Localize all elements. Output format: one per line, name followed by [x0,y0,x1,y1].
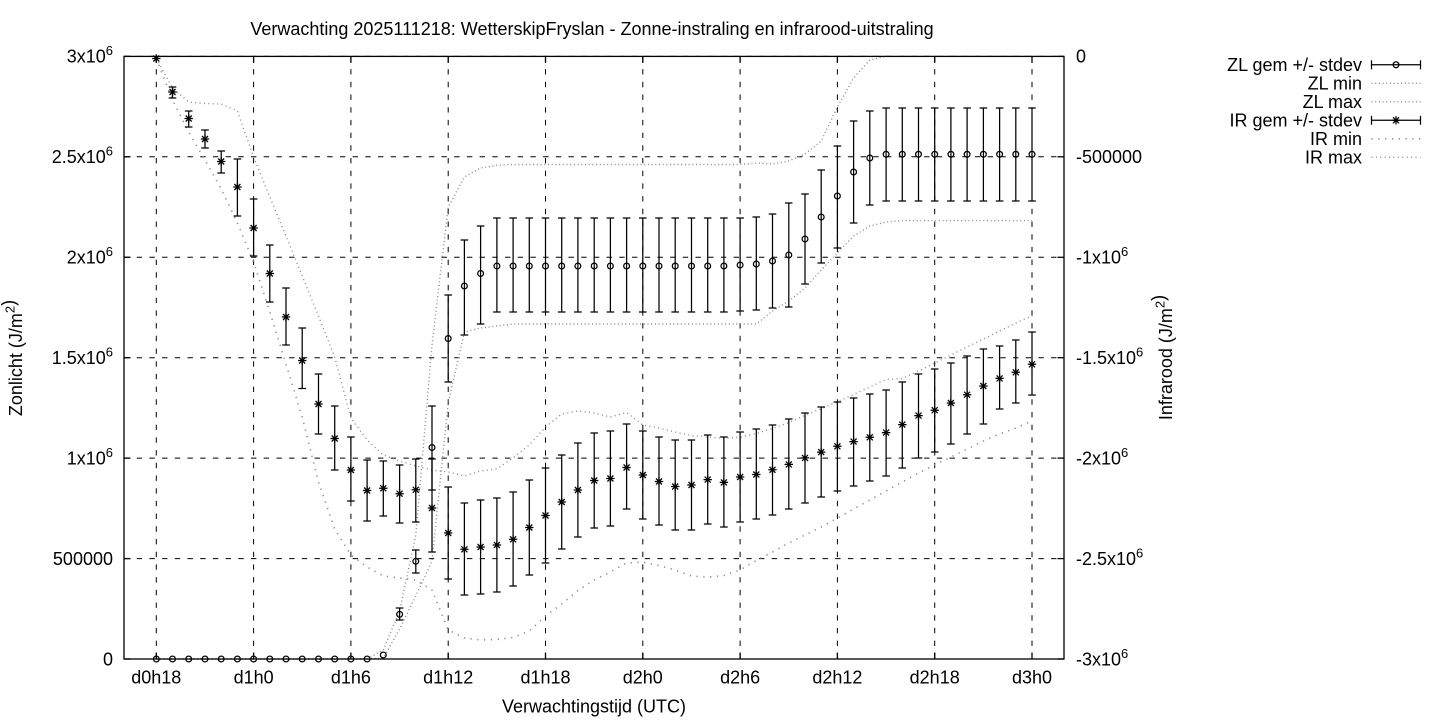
svg-text:d2h6: d2h6 [720,668,760,688]
svg-text:2x106: 2x106 [67,244,113,268]
svg-text:d2h0: d2h0 [623,668,663,688]
svg-text:-2x106: -2x106 [1076,445,1128,469]
svg-text:2.5x106: 2.5x106 [52,144,113,168]
svg-text:-3x106: -3x106 [1076,646,1128,670]
svg-text:-500000: -500000 [1076,147,1142,167]
svg-text:d2h18: d2h18 [910,668,960,688]
svg-text:0: 0 [1076,47,1086,67]
svg-text:d3h0: d3h0 [1012,668,1052,688]
svg-text:Verwachting 2025111218: Wetter: Verwachting 2025111218: WetterskipFrysla… [250,19,933,39]
svg-text:3x106: 3x106 [67,43,113,66]
svg-text:-1.5x106: -1.5x106 [1076,345,1143,369]
svg-text:0: 0 [103,649,113,669]
svg-text:d0h18: d0h18 [131,668,181,688]
svg-text:d1h18: d1h18 [520,668,570,688]
svg-text:ZL max: ZL max [1303,92,1362,112]
svg-text:ZL gem +/- stdev: ZL gem +/- stdev [1227,55,1362,75]
svg-text:IR min: IR min [1310,129,1362,149]
svg-text:500000: 500000 [53,549,113,569]
svg-text:d1h0: d1h0 [234,668,274,688]
svg-text:d2h12: d2h12 [812,668,862,688]
svg-text:ZL min: ZL min [1308,74,1362,94]
svg-text:d1h12: d1h12 [423,668,473,688]
svg-text:1x106: 1x106 [67,445,113,469]
svg-text:-2.5x106: -2.5x106 [1076,545,1143,569]
svg-text:Verwachtingstijd (UTC): Verwachtingstijd (UTC) [502,697,686,717]
svg-text:IR gem +/- stdev: IR gem +/- stdev [1229,111,1362,131]
svg-text:d1h6: d1h6 [331,668,371,688]
svg-text:1.5x106: 1.5x106 [52,345,113,369]
svg-text:IR max: IR max [1305,148,1362,168]
svg-text:-1x106: -1x106 [1076,244,1128,268]
